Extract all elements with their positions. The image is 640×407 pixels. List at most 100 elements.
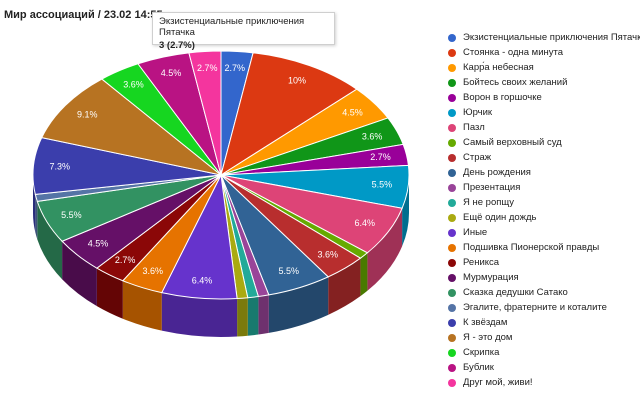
pie-slice-side (367, 208, 403, 291)
legend-color-dot-icon (448, 48, 456, 57)
legend-item[interactable]: Экзистенциальные приключения Пятачка (448, 30, 640, 45)
legend-label: Стоянка - одна минута (463, 47, 564, 58)
legend-item[interactable]: Сказка дедушки Сатако (448, 285, 640, 300)
legend-color-dot-icon (448, 168, 456, 177)
legend-item[interactable]: Юрчик (448, 105, 640, 120)
legend-item[interactable]: К звёздам (448, 315, 640, 330)
legend-label: Эгалите, фратерните и коталите (463, 302, 607, 313)
legend-label: Юрчик (463, 107, 493, 118)
legend-color-dot-icon (448, 198, 456, 207)
legend: Экзистенциальные приключения Пятачка Стоя… (448, 30, 640, 390)
legend-item[interactable]: День рождения (448, 165, 640, 180)
slice-percent-label: 4.5% (161, 68, 182, 78)
slice-percent-label: 10% (288, 75, 306, 85)
slice-percent-label: 9.1% (77, 110, 98, 120)
pie-slice[interactable] (220, 52, 358, 177)
legend-color-dot-icon (448, 33, 456, 42)
slice-percent-label: 4.5% (88, 239, 109, 249)
legend-color-dot-icon (448, 183, 456, 192)
legend-color-dot-icon (448, 243, 456, 252)
pie-slice-side (237, 297, 248, 337)
legend-label: Страж (463, 152, 492, 163)
slice-percent-label: 2.7% (370, 152, 391, 162)
legend-label: Иные (463, 227, 488, 238)
pie-slice[interactable] (188, 50, 222, 176)
legend-item[interactable]: Друг мой, живи! (448, 375, 640, 390)
slice-percent-label: 3.6% (143, 266, 164, 276)
legend-item[interactable]: Подшивка Пионерской правды (448, 240, 640, 255)
legend-color-dot-icon (448, 93, 456, 102)
legend-color-dot-icon (448, 138, 456, 147)
legend-color-dot-icon (448, 228, 456, 237)
slice-percent-label: 4.5% (342, 107, 363, 117)
legend-item[interactable]: Стоянка - одна минута (448, 45, 640, 60)
legend-item[interactable]: Ещё один дождь (448, 210, 640, 225)
legend-color-dot-icon (448, 378, 456, 387)
legend-label: Самый верховный суд (463, 137, 562, 148)
legend-color-dot-icon (448, 213, 456, 222)
pie-slice-side (35, 194, 38, 240)
legend-item[interactable]: Иные (448, 225, 640, 240)
legend-item[interactable]: Бублик (448, 360, 640, 375)
legend-item[interactable]: Ворон в горшочке (448, 90, 640, 105)
pie-slice-side (96, 268, 123, 319)
slice-percent-label: 3.6% (317, 249, 338, 259)
legend-item[interactable]: Презентация (448, 180, 640, 195)
pie-percent-labels: 2.7% 10% 4.5% 3.6% 2.7% 5.5% 6.4% 3.6% 5.5% 6.4% 3… (50, 63, 393, 285)
slice-percent-label: 5.5% (278, 266, 299, 276)
legend-item[interactable]: Реникса (448, 255, 640, 270)
legend-color-dot-icon (448, 153, 456, 162)
legend-color-dot-icon (448, 273, 456, 282)
legend-color-dot-icon (448, 78, 456, 87)
legend-label: Презентация (463, 182, 521, 193)
tooltip-value: 3 (2.7%) (159, 40, 195, 51)
pie-top-faces (32, 50, 410, 300)
pie-slice-side (360, 252, 368, 297)
pie-slice-side (161, 292, 238, 337)
slice-percent-label: 5.5% (372, 180, 393, 190)
tooltip: Экзистенциальные приключения Пятачка 3 (… (152, 12, 335, 51)
legend-color-dot-icon (448, 363, 456, 372)
legend-item[interactable]: Страж (448, 150, 640, 165)
slice-percent-label: 5.5% (61, 210, 82, 220)
slice-percent-label: 6.4% (192, 275, 213, 285)
legend-color-dot-icon (448, 348, 456, 357)
legend-item[interactable]: Скрипка (448, 345, 640, 360)
legend-color-dot-icon (448, 63, 456, 72)
legend-label: Бублик (463, 362, 494, 373)
pie-slice-side (247, 296, 259, 336)
legend-color-dot-icon (448, 258, 456, 267)
legend-item[interactable]: Эгалите, фратерните и коталите (448, 300, 640, 315)
legend-label: Мурмурация (463, 272, 519, 283)
legend-item[interactable]: Мурмурация (448, 270, 640, 285)
legend-label: Подшивка Пионерской правды (463, 242, 600, 253)
pie-slice-side (62, 241, 97, 307)
legend-label: К звёздам (463, 317, 508, 328)
pie-slice-side (268, 276, 329, 333)
legend-item[interactable]: Я - это дом (448, 330, 640, 345)
legend-label: Экзистенциальные приключения Пятачка (463, 32, 640, 43)
legend-color-dot-icon (448, 303, 456, 312)
legend-label: Я не ропщу (463, 197, 515, 208)
legend-label: Бойтесь своих желаний (463, 77, 568, 88)
legend-label: Карр́а небесная (463, 62, 534, 73)
legend-item[interactable]: Карр́а небесная (448, 60, 640, 75)
slice-percent-label: 2.7% (115, 255, 136, 265)
legend-label: Ворон в горшочке (463, 92, 542, 103)
pie-slice[interactable] (41, 78, 222, 176)
legend-color-dot-icon (448, 333, 456, 342)
legend-item[interactable]: Самый верховный суд (448, 135, 640, 150)
legend-item[interactable]: Пазл (448, 120, 640, 135)
tooltip-label: Экзистенциальные приключения Пятачка (159, 16, 305, 38)
pie-slice-side (328, 258, 361, 315)
legend-item[interactable]: Бойтесь своих желаний (448, 75, 640, 90)
legend-color-dot-icon (448, 318, 456, 327)
pie-slice-side (37, 201, 63, 280)
legend-color-dot-icon (448, 288, 456, 297)
pie-slice-side (33, 175, 36, 233)
legend-item[interactable]: Я не ропщу (448, 195, 640, 210)
legend-label: Реникса (463, 257, 500, 268)
legend-label: День рождения (463, 167, 531, 178)
legend-label: Ещё один дождь (463, 212, 537, 223)
